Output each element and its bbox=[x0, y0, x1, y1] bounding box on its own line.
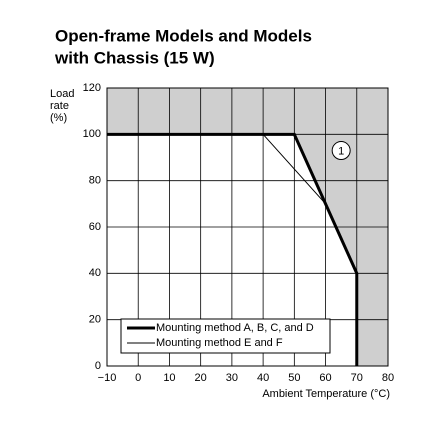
x-tick-label: 0 bbox=[135, 372, 141, 384]
plot-frame bbox=[106, 87, 389, 367]
derating-region bbox=[107, 88, 388, 366]
x-tick-label: 20 bbox=[195, 372, 207, 384]
annotation-circle bbox=[331, 141, 351, 161]
x-tick-label: 60 bbox=[319, 372, 331, 384]
y-tick-label: 20 bbox=[89, 314, 101, 326]
y-tick-label: 100 bbox=[83, 128, 101, 140]
x-tick-label: 10 bbox=[163, 372, 175, 384]
legend-label: Mounting method E and F bbox=[156, 337, 283, 349]
y-tick-label: 40 bbox=[89, 267, 101, 279]
annotation: 1 bbox=[338, 145, 344, 157]
chart-title: with Chassis (15 W) bbox=[54, 48, 215, 67]
y-tick-label: 0 bbox=[95, 360, 101, 372]
y-axis-label: rate bbox=[50, 100, 69, 112]
y-tick-label: 80 bbox=[89, 175, 101, 187]
x-tick-label: 30 bbox=[226, 372, 238, 384]
x-tick-label: 80 bbox=[382, 372, 394, 384]
legend-box bbox=[120, 318, 331, 354]
y-axis-label: Load bbox=[50, 88, 74, 100]
y-axis-label: (%) bbox=[50, 112, 67, 124]
x-tick-label: −10 bbox=[98, 372, 117, 384]
x-tick-label: 40 bbox=[257, 372, 269, 384]
x-axis-label: Ambient Temperature (°C) bbox=[262, 388, 390, 400]
y-tick-label: 60 bbox=[89, 221, 101, 233]
y-tick-label: 120 bbox=[83, 82, 101, 94]
chart-title: Open-frame Models and Models bbox=[55, 26, 312, 45]
x-tick-label: 50 bbox=[288, 372, 300, 384]
x-tick-label: 70 bbox=[351, 372, 363, 384]
legend-label: Mounting method A, B, C, and D bbox=[156, 322, 314, 334]
data-line bbox=[107, 133, 326, 205]
